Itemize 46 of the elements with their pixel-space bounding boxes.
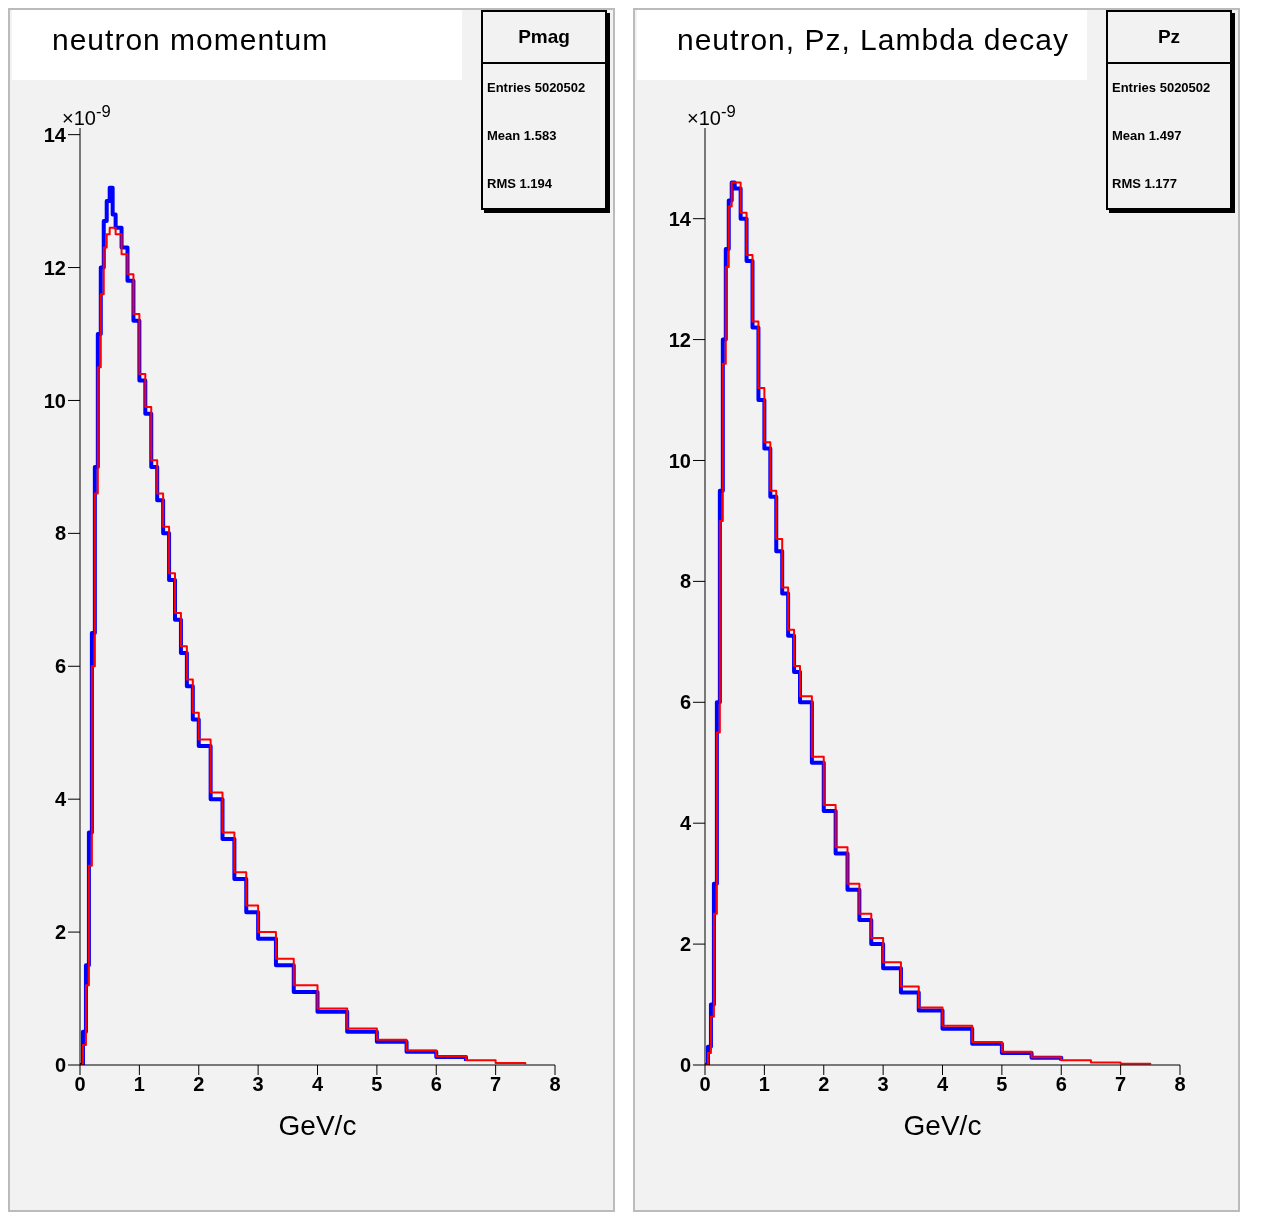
y-tick-label: 14 [668, 207, 692, 230]
y-tick-label: 10 [43, 389, 66, 412]
y-tick-label: 0 [679, 1054, 691, 1077]
x-axis-title: GeV/c [903, 1110, 982, 1141]
annotation: RMS 1.177 [1111, 175, 1179, 193]
annotation: Mean 1.497 [1111, 127, 1183, 145]
x-tick-label: 2 [193, 1073, 205, 1096]
x-tick-label: 5 [996, 1073, 1008, 1096]
annotation: ×10$^{-9}$ [687, 102, 736, 130]
text: Entries 5020502 [1111, 79, 1212, 97]
y-tick-label: 12 [668, 328, 691, 351]
x-tick-label: 4 [936, 1073, 949, 1096]
x-tick-label: 3 [252, 1073, 264, 1096]
x-tick-label: 8 [1174, 1073, 1186, 1096]
text: Pz [1108, 12, 1230, 64]
x-tick-label: 0 [74, 1073, 86, 1096]
y-tick-label: 12 [43, 256, 66, 279]
y-tick-label: 8 [54, 522, 66, 545]
x-tick-label: 7 [490, 1073, 502, 1096]
y-tick-label: 8 [679, 570, 691, 593]
x-tick-label: 6 [430, 1073, 442, 1096]
text: Entries 5020502 [486, 79, 587, 97]
x-tick-label: 2 [818, 1073, 830, 1096]
x-tick-label: 4 [311, 1073, 324, 1096]
x-tick-label: 7 [1115, 1073, 1127, 1096]
y-tick-label: 0 [54, 1054, 66, 1077]
y-tick-label: 10 [668, 449, 691, 472]
x-tick-label: 5 [371, 1073, 383, 1096]
x-tick-label: 1 [758, 1073, 770, 1096]
x-tick-label: 0 [699, 1073, 711, 1096]
y-tick-label: 4 [54, 788, 67, 811]
annotation: Mean 1.583 [486, 127, 558, 145]
x-tick-label: 8 [549, 1073, 561, 1096]
x-tick-label: 1 [133, 1073, 145, 1096]
chart-title: neutron, Pz, Lambda decay [637, 10, 1087, 80]
y-tick-label: 4 [679, 812, 692, 835]
y-tick-label: 6 [679, 691, 691, 714]
chart-title: neutron momentum [12, 10, 462, 80]
y-tick-label: 2 [679, 933, 691, 956]
x-tick-label: 3 [877, 1073, 889, 1096]
x-axis-title: GeV/c [278, 1110, 357, 1141]
annotation: RMS 1.194 [486, 175, 554, 193]
y-tick-label: 2 [54, 921, 66, 944]
x-tick-label: 6 [1055, 1073, 1067, 1096]
y-tick-label: 6 [54, 655, 66, 678]
text: Pmag [483, 12, 605, 64]
